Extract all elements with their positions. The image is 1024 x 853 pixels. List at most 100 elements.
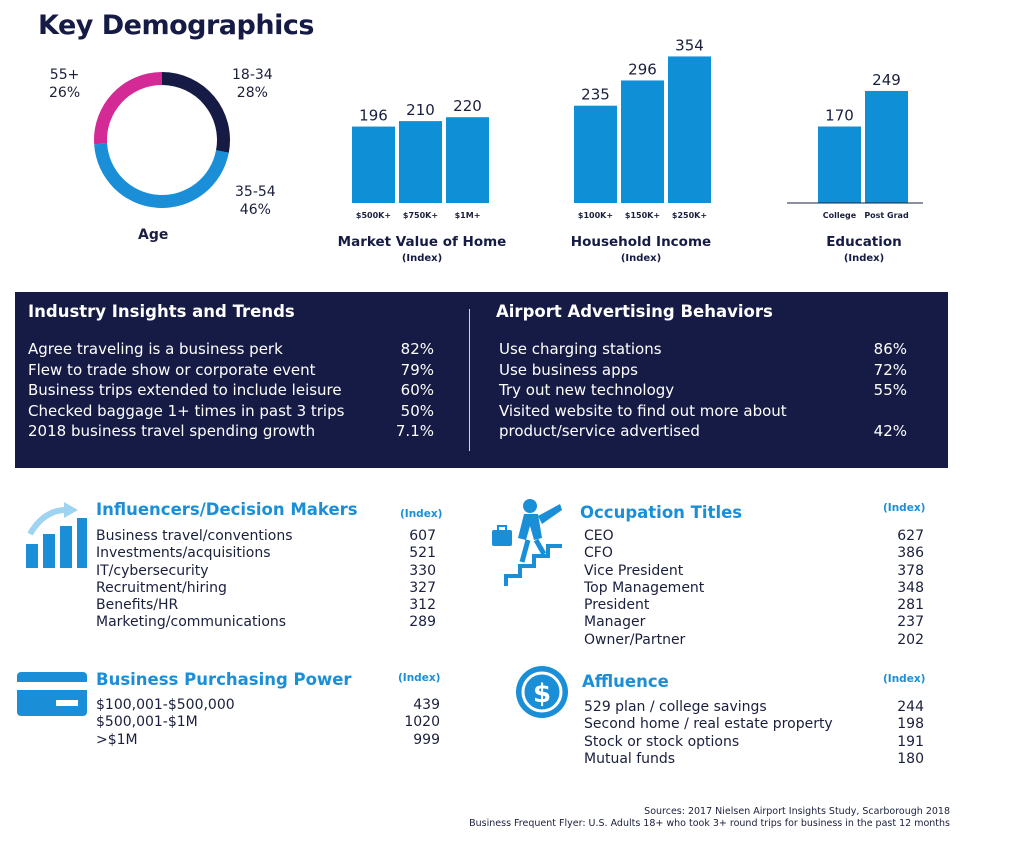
bar-tick-label: $100K+ [578,211,613,220]
bar-value-label: 196 [359,107,388,125]
industry-row-label: Business trips extended to include leisu… [28,381,342,399]
list-item: Second home / real estate property [584,716,833,733]
bar-tick-label: $150K+ [625,211,660,220]
airport-row-value: 72% [873,360,907,379]
insights-panel: Industry Insights and Trends Airport Adv… [15,292,948,468]
list-item: Investments/acquisitions [96,545,271,562]
list-item: Vice President [584,562,684,579]
household-income-subtitle: (Index) [620,253,662,264]
airport-row-label: Try out new technology [499,381,675,399]
list-value: 180 [897,750,924,767]
influencers-title: Influencers/Decision Makers [96,500,358,519]
bar-value-label: 249 [872,71,901,89]
list-item: >$1M [96,731,138,748]
bar-$250K+ [668,56,711,203]
industry-row-value: 50% [400,401,434,420]
bar-$100K+ [574,105,617,203]
climbing-businessman-icon [492,499,562,586]
influencers-values: 607 521 330 327 312 289 [386,528,436,632]
list-value: 1020 [404,714,440,731]
purchasing-values: 439 1020 999 [390,697,440,749]
age-18-34-pct: 28% [236,85,268,101]
industry-row-label: Agree traveling is a business perk [28,340,283,358]
list-value: 244 [897,699,924,715]
affluence-index-header: (Index) [883,673,926,685]
list-item: Manager [584,614,646,631]
svg-text:$: $ [533,679,551,709]
source-line-2: Business Frequent Flyer: U.S. Adults 18+… [469,818,950,829]
list-value: 521 [409,545,436,562]
list-value: 289 [409,614,436,631]
industry-row-value: 7.1% [395,422,434,440]
age-18-34-name: 18-34 [232,67,273,83]
household-income-title: Household Income [570,234,712,250]
list-value: 312 [409,597,436,614]
bar-$750K+ [399,121,442,203]
donut-slice-18-34 [162,71,230,153]
list-value: 999 [413,731,440,748]
source-note: Sources: 2017 Nielsen Airport Insights S… [469,806,950,830]
list-item: Marketing/communications [96,614,287,631]
airport-row-value: 42% [873,422,907,440]
age-donut-chart [94,71,230,208]
age-35-54-pct: 46% [239,202,271,218]
list-item: $500,001-$1M [96,714,198,731]
credit-card-icon [17,672,87,716]
bar-value-label: 235 [581,86,610,104]
list-value: 198 [897,716,924,733]
purchasing-index-header: (Index) [398,672,441,684]
page-title: Key Demographics [38,10,314,41]
affluence-list: 529 plan / college savings Second home /… [584,699,833,768]
list-value: 627 [897,528,924,544]
market-value-subtitle: (Index) [401,253,443,264]
age-label-55plus: 55+ 26% [49,66,80,102]
age-chart-title: Age [138,227,169,243]
list-value: 607 [409,528,436,544]
bar-value-label: 354 [675,36,704,54]
list-value: 386 [897,545,924,562]
bar-value-label: 296 [628,60,657,78]
bar-$150K+ [621,80,664,203]
influencers-list: Business travel/conventions Investments/… [96,528,293,632]
bar-value-label: 210 [406,101,435,119]
list-item: Owner/Partner [584,631,686,648]
airport-row-value: 86% [873,340,907,358]
donut-slice-35-54 [94,143,229,208]
industry-row-value: 82% [400,340,434,358]
industry-row-value: 79% [400,360,434,379]
list-value: 191 [897,733,924,750]
industry-insights-title: Industry Insights and Trends [28,302,295,321]
affluence-title: Affluence [582,672,669,691]
list-value: 348 [897,579,924,596]
airport-row-label: product/service advertised [499,422,700,440]
bar-value-label: 170 [825,107,854,125]
dollar-coin-icon: $ [516,666,568,718]
list-item: President [584,597,650,614]
list-value: 439 [413,697,440,713]
education-subtitle: (Index) [843,253,885,264]
list-value: 378 [897,562,924,579]
airport-row-value: 55% [873,381,907,399]
panel-divider [469,309,470,451]
list-item: Stock or stock options [584,733,740,750]
growth-chart-icon [26,502,87,568]
bar-tick-label: Post Grad [864,211,909,220]
list-value: 327 [409,579,436,596]
list-value: 237 [897,614,924,631]
age-35-54-name: 35-54 [235,184,276,200]
bar-College [818,126,861,203]
bar-tick-label: $250K+ [672,211,707,220]
age-55plus-name: 55+ [49,67,80,83]
age-label-35-54: 35-54 46% [235,183,276,219]
list-item: IT/cybersecurity [96,562,209,579]
bar-tick-label: $750K+ [403,211,438,220]
bar-Post Grad [865,90,908,203]
bar-tick-label: $500K+ [356,211,391,220]
list-value: 330 [409,562,436,579]
affluence-values: 244 198 191 180 [874,699,924,768]
list-item: CEO [584,528,614,544]
list-item: Business travel/conventions [96,528,293,544]
education-bar-chart: 170 College 249 Post Grad [787,71,923,220]
donut-slice-55+ [94,72,162,145]
list-item: Recruitment/hiring [96,579,227,596]
